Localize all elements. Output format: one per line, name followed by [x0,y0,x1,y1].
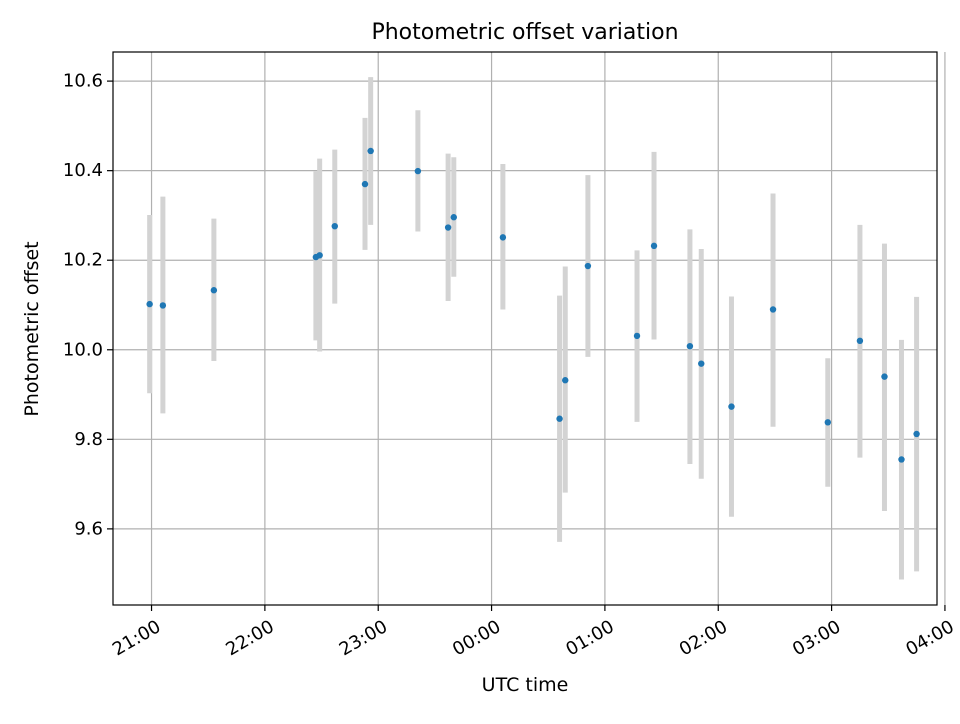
data-point [316,252,323,259]
data-point [856,337,864,345]
data-point [824,419,832,426]
point-layer [146,147,920,463]
data-point [450,214,457,221]
data-point [728,403,735,410]
data-point [698,360,705,367]
data-point [650,242,658,250]
data-point [331,222,338,230]
data-point [159,302,167,309]
data-point [633,332,641,340]
data-point [584,262,592,270]
data-point [769,306,777,313]
data-point [146,300,153,308]
data-point [556,415,563,422]
chart-title: Photometric offset variation [371,20,678,45]
data-point [444,224,452,231]
data-point [361,180,369,188]
y-tick-label: 10.2 [63,250,103,271]
y-axis-label: Photometric offset [21,241,43,416]
data-point [414,167,422,175]
data-point [210,287,218,294]
x-axis-label: UTC time [482,674,569,696]
data-point [881,373,888,380]
y-tick-label: 9.6 [74,518,103,539]
data-point [913,430,920,438]
data-point [898,456,905,463]
y-tick-label: 9.8 [74,429,103,450]
y-tick-label: 10.0 [63,339,103,360]
data-point [562,377,569,384]
y-tick-label: 10.4 [63,160,103,181]
data-point [686,342,694,350]
data-point [499,234,507,241]
plot-frame [112,51,938,606]
data-point [367,147,374,155]
y-tick-label: 10.6 [63,71,103,92]
grid-layer [113,52,946,605]
